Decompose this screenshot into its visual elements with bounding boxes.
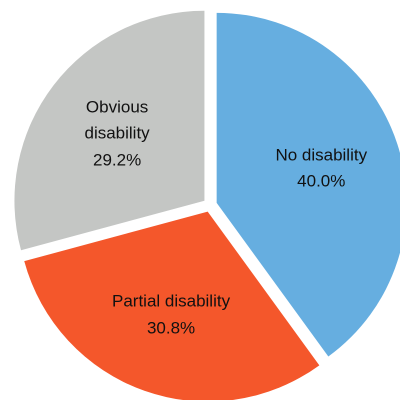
pie-slice: [216, 12, 400, 357]
pie-slice: [24, 211, 320, 400]
value-label: 40.0%: [297, 171, 346, 191]
slice-label: Partial disability 30.8%: [111, 289, 231, 342]
category-label: Partial disability: [111, 291, 231, 311]
category-label: No disability: [275, 145, 368, 165]
slice-label: Obvious disability 29.2%: [57, 94, 177, 173]
category-label: Obvious disability: [84, 97, 150, 143]
pie-slice: [14, 10, 205, 251]
slice-label: No disability 40.0%: [261, 143, 381, 196]
value-label: 30.8%: [146, 318, 196, 338]
value-label: 29.2%: [92, 150, 142, 170]
